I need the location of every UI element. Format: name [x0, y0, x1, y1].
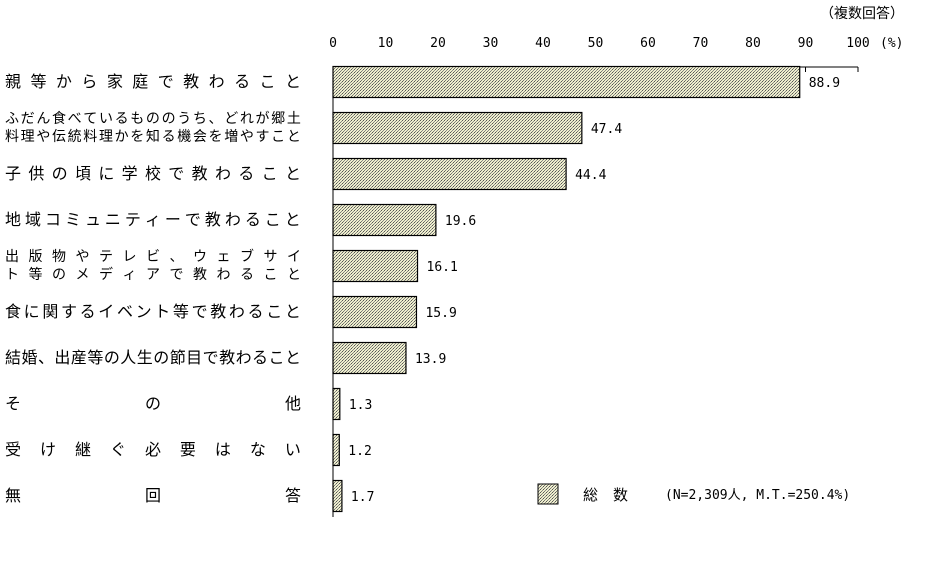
data-label: 44.4	[575, 168, 606, 183]
category-label-line: 受け継ぐ必要はない	[5, 440, 301, 459]
category-label-line: その他	[5, 394, 301, 413]
bar	[332, 157, 567, 191]
data-label: 19.6	[445, 214, 476, 229]
category-label: 子供の頃に学校で教わること	[5, 164, 301, 183]
bar	[332, 65, 801, 99]
category-label-line: ふだん食べているもののうち、どれが郷土	[5, 111, 301, 127]
data-label: 1.2	[348, 444, 371, 459]
legend-sample-note: (N=2,309人, M.T.=250.4%)	[665, 488, 850, 503]
legend-swatch	[537, 483, 559, 505]
category-label-line: ト等のメディアで教わること	[5, 267, 301, 283]
category-label: 出版物やテレビ、ウェブサイト等のメディアで教わること	[5, 248, 301, 284]
x-tick-label: 70	[693, 36, 709, 51]
category-label-line: 結婚、出産等の人生の節目で教わること	[5, 348, 301, 367]
bar	[332, 433, 340, 467]
category-label-line: 出版物やテレビ、ウェブサイ	[5, 249, 301, 265]
data-label: 13.9	[415, 352, 446, 367]
x-tick-label: 20	[430, 36, 446, 51]
category-label: 無回答	[5, 486, 301, 505]
category-label: 地域コミュニティーで教わること	[5, 210, 301, 229]
data-label: 1.7	[351, 490, 374, 505]
category-label: ふだん食べているもののうち、どれが郷土料理や伝統料理かを知る機会を増やすこと	[5, 110, 301, 146]
category-label: 結婚、出産等の人生の節目で教わること	[5, 348, 301, 367]
data-label: 88.9	[809, 76, 840, 91]
category-label-line: 無回答	[5, 486, 301, 505]
data-label: 1.3	[349, 398, 372, 413]
category-label: 受け継ぐ必要はない	[5, 440, 301, 459]
data-label: 15.9	[425, 306, 456, 321]
category-label-line: 料理や伝統料理かを知る機会を増やすこと	[5, 129, 301, 145]
bar	[332, 249, 419, 283]
x-tick-label: 40	[535, 36, 551, 51]
bar	[332, 479, 343, 513]
x-tick-label: 80	[745, 36, 761, 51]
category-label: その他	[5, 394, 301, 413]
unit-label: (%)	[880, 36, 903, 51]
x-tick-label: 30	[483, 36, 499, 51]
category-label: 親等から家庭で教わること	[5, 72, 301, 91]
data-label: 47.4	[591, 122, 622, 137]
x-tick-label: 100	[846, 36, 869, 51]
bar	[332, 295, 418, 329]
bar	[332, 111, 583, 145]
category-label-line: 地域コミュニティーで教わること	[5, 210, 301, 229]
x-tick-label: 10	[378, 36, 394, 51]
bar	[332, 341, 407, 375]
category-label-line: 子供の頃に学校で教わること	[5, 164, 301, 183]
bar	[332, 387, 341, 421]
category-label-line: 食に関するイベント等で教わること	[5, 302, 301, 321]
x-tick-label: 50	[588, 36, 604, 51]
x-tick-label: 60	[640, 36, 656, 51]
bar	[332, 203, 437, 237]
category-label-line: 親等から家庭で教わること	[5, 72, 301, 91]
data-label: 16.1	[427, 260, 458, 275]
x-tick-label: 0	[329, 36, 337, 51]
legend-label: 総 数	[583, 486, 628, 504]
multiple-answer-note: （複数回答）	[820, 6, 904, 22]
category-label: 食に関するイベント等で教わること	[5, 302, 301, 321]
x-tick-label: 90	[798, 36, 814, 51]
